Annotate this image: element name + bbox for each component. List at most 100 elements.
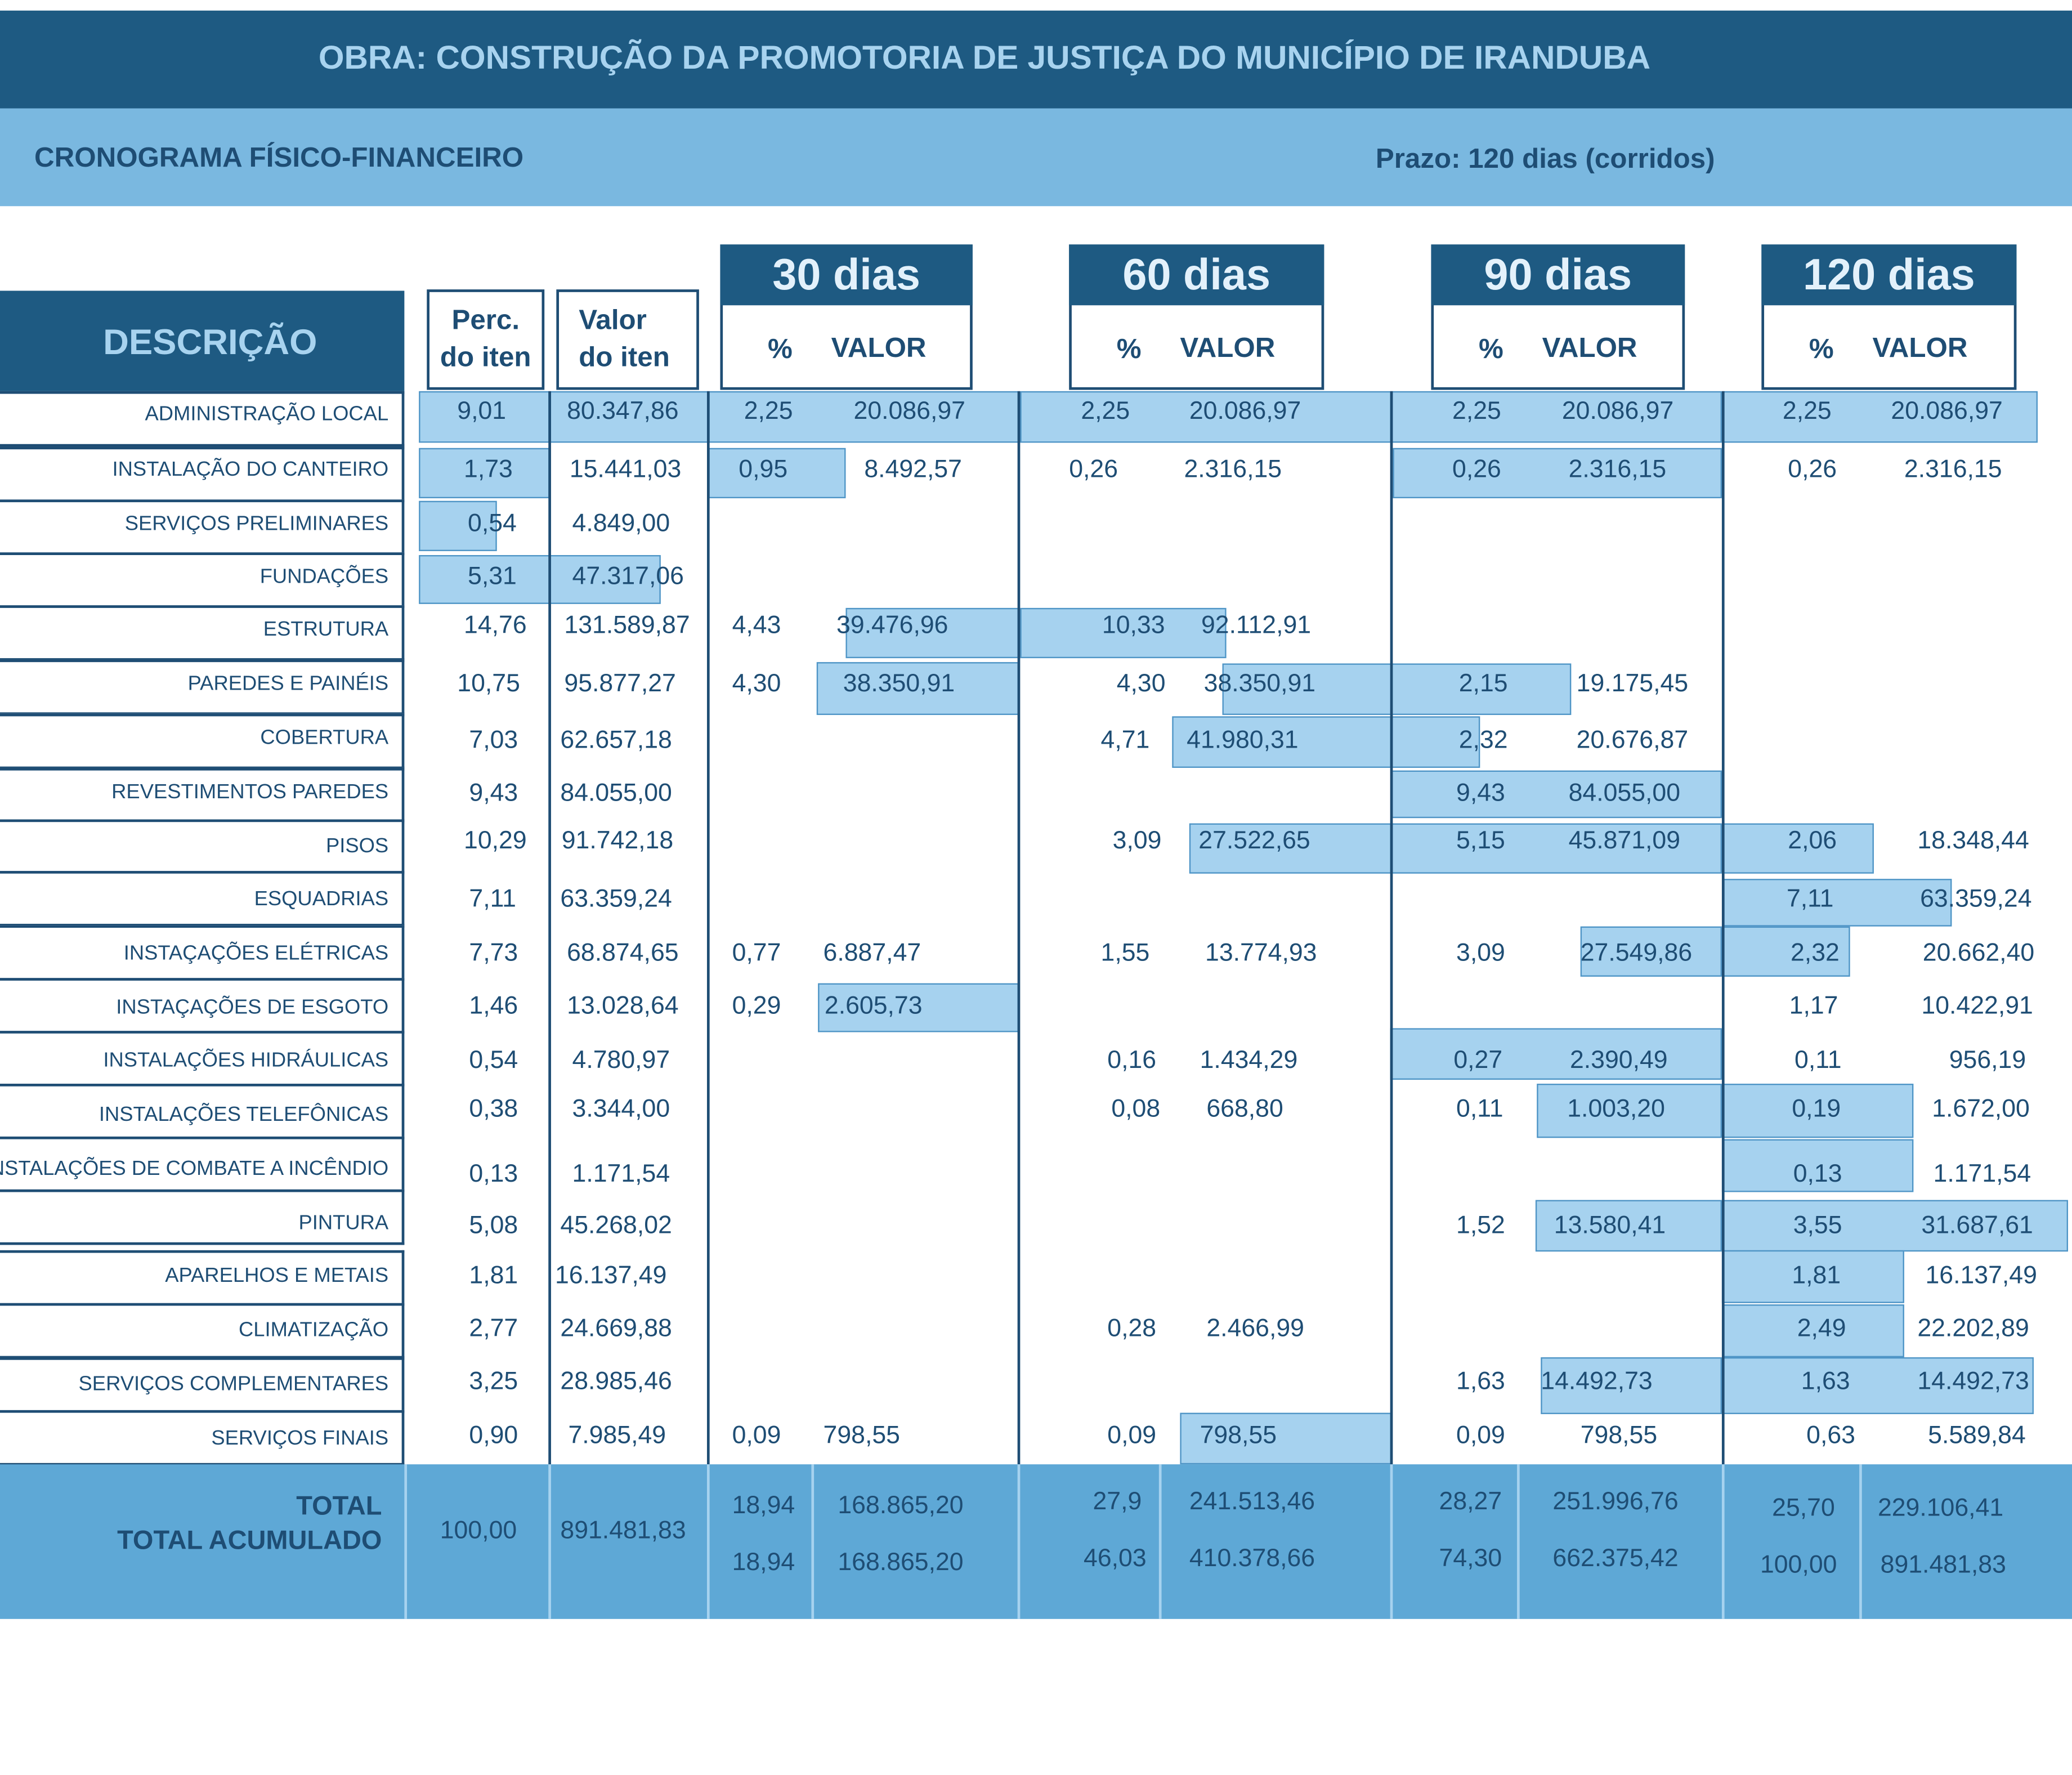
schedule-bar [1391, 391, 1722, 443]
cell-v120: 2.316,15 [1904, 455, 2002, 484]
period-title: 30 dias [720, 244, 973, 306]
cell-p120: 0,11 [1794, 1047, 1842, 1075]
pct-header: % [767, 334, 793, 365]
total-v120: 229.106,41 [1877, 1495, 2004, 1523]
schedule-bar [419, 391, 550, 443]
total-label: TOTAL [296, 1492, 382, 1522]
total-p60: 27,9 [1093, 1488, 1142, 1516]
valor-col-header: VALOR [1872, 333, 1968, 364]
schedule-bar [1721, 823, 1874, 874]
schedule-bar [816, 662, 1019, 716]
cell-p120: 2,32 [1790, 940, 1840, 968]
cell-valor: 15.441,03 [569, 455, 682, 484]
cell-p90: 0,27 [1453, 1047, 1503, 1075]
description-label: CLIMATIZAÇÃO [238, 1318, 389, 1342]
cell-p90: 2,15 [1458, 670, 1508, 698]
totals-divider [1390, 1464, 1393, 1619]
perc-header [427, 289, 545, 390]
description-label: INSTAÇAÇÕES ELÉTRICAS [123, 942, 389, 965]
cell-v90: 20.086,97 [1561, 397, 1674, 426]
cell-p120: 1,63 [1801, 1367, 1850, 1396]
totals-divider [706, 1464, 709, 1619]
schedule-bar [1020, 607, 1227, 659]
description-label: INSTALAÇÕES HIDRÁULICAS [103, 1049, 389, 1072]
description-cell [0, 1410, 405, 1466]
cell-v60: 1.434,29 [1200, 1047, 1298, 1075]
cell-v60: 2.316,15 [1184, 455, 1282, 484]
period-title: 120 dias [1761, 244, 2017, 306]
cell-perc: 7,11 [469, 885, 516, 914]
cell-valor: 91.742,18 [561, 827, 674, 855]
total-acum-p30: 18,94 [732, 1549, 795, 1577]
cell-v90: 14.492,73 [1541, 1367, 1653, 1396]
cell-valor: 7.985,49 [568, 1422, 666, 1450]
description-cell [0, 499, 405, 555]
schedule-bar [1721, 1084, 1914, 1138]
description-label: PINTURA [298, 1211, 389, 1235]
cell-p120: 2,49 [1797, 1315, 1846, 1343]
cell-v30: 2.605,73 [824, 992, 923, 1021]
cell-v60: 38.350,91 [1203, 670, 1316, 698]
total-p120: 25,70 [1772, 1495, 1835, 1523]
subtitle: CRONOGRAMA FÍSICO-FINANCEIRO [34, 142, 524, 173]
total-acum-v60: 410.378,66 [1189, 1545, 1315, 1573]
schedule-bar [1580, 926, 1722, 977]
total-p30: 18,94 [732, 1492, 795, 1520]
cell-p120: 0,19 [1792, 1096, 1841, 1124]
cell-v120: 63.359,24 [1920, 885, 2032, 914]
total-perc: 100,00 [440, 1517, 517, 1545]
total-acumulado-label: TOTAL ACUMULADO [117, 1526, 382, 1556]
cell-v120: 31.687,61 [1921, 1211, 2033, 1240]
total-v90: 251.996,76 [1552, 1488, 1679, 1516]
cell-perc: 10,75 [457, 670, 520, 698]
cell-v30: 20.086,97 [853, 397, 965, 426]
schedule-bar [1721, 391, 2038, 443]
cell-p60: 1,55 [1100, 940, 1150, 968]
cell-v60: 20.086,97 [1189, 397, 1301, 426]
totals-divider [1517, 1464, 1519, 1619]
cell-v90: 13.580,41 [1554, 1211, 1666, 1240]
cell-v60: 92.112,91 [1201, 611, 1312, 640]
cell-perc: 2,77 [469, 1315, 518, 1343]
description-label: INSTALAÇÕES TELEFÔNICAS [99, 1103, 389, 1126]
cell-valor: 3.344,00 [572, 1096, 670, 1124]
total-valor: 891.481,83 [560, 1517, 686, 1545]
cell-v30: 798,55 [823, 1422, 901, 1450]
total-acum-p120: 100,00 [1760, 1552, 1837, 1580]
cell-valor: 1.171,54 [572, 1160, 670, 1188]
description-label: ADMINISTRAÇÃO LOCAL [145, 403, 389, 426]
cell-p60: 0,26 [1069, 455, 1118, 484]
schedule-bar [1723, 1304, 1904, 1357]
schedule-bar [419, 500, 497, 551]
cell-v120: 956,19 [1949, 1047, 2026, 1075]
cell-valor: 13.028,64 [567, 992, 679, 1021]
cell-p60: 0,16 [1107, 1047, 1157, 1075]
cell-p90: 1,52 [1456, 1211, 1505, 1240]
cell-v60: 668,80 [1206, 1096, 1283, 1124]
cell-p60: 10,33 [1102, 611, 1165, 640]
cell-valor: 63.359,24 [560, 885, 672, 914]
cell-valor: 62.657,18 [560, 727, 672, 755]
schedule-bar [845, 607, 1019, 659]
description-cell [0, 978, 405, 1034]
description-cell [0, 713, 405, 770]
cell-p30: 4,30 [732, 670, 781, 698]
cell-p30: 4,43 [732, 611, 781, 640]
totals-divider [548, 1464, 551, 1619]
cell-perc: 7,03 [469, 727, 518, 755]
pct-header: % [1116, 334, 1142, 365]
schedule-bar [1391, 823, 1722, 874]
descricao-header [0, 290, 405, 397]
total-acum-v90: 662.375,42 [1552, 1545, 1679, 1573]
description-label: INSTAÇAÇÕES DE ESGOTO [116, 996, 389, 1019]
cell-perc: 14,76 [464, 611, 527, 640]
cell-perc: 7,73 [469, 940, 518, 968]
description-cell [0, 1189, 405, 1245]
descricao-header-label: DESCRIÇÃO [103, 322, 317, 363]
schedule-bar [1180, 1412, 1392, 1465]
cell-p120: 1,17 [1789, 992, 1838, 1021]
cell-v30: 6.887,47 [823, 940, 921, 968]
total-v60: 241.513,46 [1189, 1488, 1315, 1516]
cell-p60: 0,08 [1111, 1096, 1161, 1124]
cell-p90: 0,09 [1456, 1422, 1505, 1450]
